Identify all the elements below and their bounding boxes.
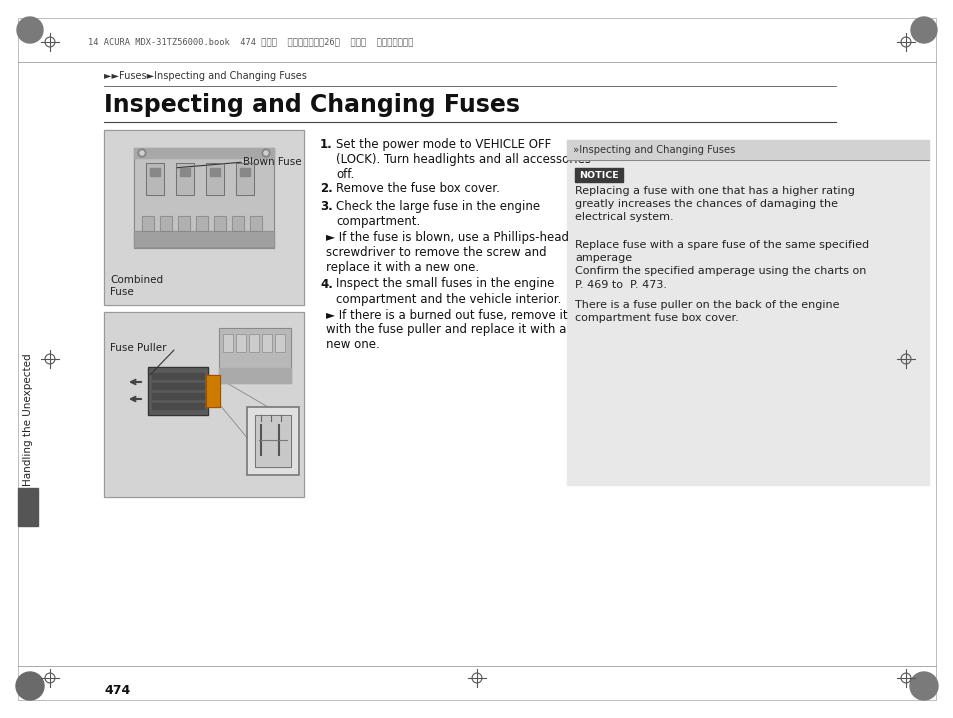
Text: Fuse Puller: Fuse Puller [110, 343, 167, 353]
Bar [175, 163, 193, 195]
Bar [219, 328, 291, 383]
Bar [566, 140, 928, 485]
Text: Set the power mode to VEHICLE OFF
(LOCK). Turn headlights and all accessories
of: Set the power mode to VEHICLE OFF (LOCK)… [335, 138, 590, 181]
Bar [150, 168, 160, 176]
Bar [180, 168, 190, 176]
Bar [133, 148, 274, 248]
Bar [566, 140, 928, 160]
Circle shape [140, 151, 144, 155]
Bar [146, 163, 164, 195]
Bar [104, 130, 304, 305]
Bar [247, 407, 298, 475]
Bar [206, 375, 220, 407]
Text: Remove the fuse box cover.: Remove the fuse box cover. [335, 182, 499, 195]
Bar [210, 168, 220, 176]
Bar [18, 488, 38, 526]
Bar [274, 334, 285, 352]
Text: ► If the fuse is blown, use a Phillips-head
screwdriver to remove the screw and
: ► If the fuse is blown, use a Phillips-h… [326, 231, 568, 274]
Text: Replacing a fuse with one that has a higher rating
greatly increases the chances: Replacing a fuse with one that has a hig… [575, 186, 854, 223]
Bar [142, 216, 153, 231]
Bar [232, 216, 244, 231]
Bar [206, 375, 220, 407]
Bar [262, 334, 272, 352]
Bar [104, 130, 304, 305]
Bar [133, 231, 274, 247]
Bar [133, 148, 274, 248]
Bar [152, 403, 204, 409]
Circle shape [262, 149, 270, 157]
Text: »Inspecting and Changing Fuses: »Inspecting and Changing Fuses [573, 145, 735, 155]
Bar [250, 216, 262, 231]
Bar [240, 168, 250, 176]
Bar [262, 334, 272, 352]
Text: 2.: 2. [319, 182, 333, 195]
Bar [146, 163, 164, 195]
Text: 14 ACURA MDX-31TZ56000.book  474 ページ  ２０１４年２月26日  水曜日  午後４晏５３分: 14 ACURA MDX-31TZ56000.book 474 ページ ２０１４… [88, 37, 413, 47]
Bar [133, 148, 274, 158]
Circle shape [16, 672, 44, 700]
Text: 3.: 3. [319, 200, 333, 213]
Bar [254, 415, 291, 467]
Bar [206, 163, 224, 195]
Text: Inspect the small fuses in the engine
compartment and the vehicle interior.: Inspect the small fuses in the engine co… [335, 277, 560, 305]
Bar [235, 334, 246, 352]
Text: ► If there is a burned out fuse, remove it
with the fuse puller and replace it w: ► If there is a burned out fuse, remove … [326, 309, 567, 352]
Text: 4.: 4. [319, 277, 333, 291]
Bar [232, 216, 244, 231]
Bar [160, 216, 172, 231]
Bar [152, 393, 204, 399]
Bar [104, 312, 304, 497]
Bar [223, 334, 233, 352]
Bar [274, 334, 285, 352]
Text: Replace fuse with a spare fuse of the same specified
amperage
Confirm the specif: Replace fuse with a spare fuse of the sa… [575, 240, 868, 289]
Bar [219, 368, 291, 383]
Circle shape [909, 672, 937, 700]
Text: Check the large fuse in the engine
compartment.: Check the large fuse in the engine compa… [335, 200, 539, 228]
Bar [160, 216, 172, 231]
Bar [235, 163, 253, 195]
Circle shape [17, 17, 43, 43]
Circle shape [910, 17, 936, 43]
Bar [133, 231, 274, 247]
Bar [247, 407, 298, 475]
Bar [223, 334, 233, 352]
Bar [250, 216, 262, 231]
Bar [213, 216, 226, 231]
Text: Blown Fuse: Blown Fuse [243, 157, 302, 167]
Bar [104, 312, 304, 497]
Bar [254, 415, 291, 467]
Text: 1.: 1. [319, 138, 333, 151]
Bar [195, 216, 208, 231]
Bar [178, 216, 190, 231]
Bar [249, 334, 258, 352]
Bar [213, 216, 226, 231]
Bar [152, 383, 204, 389]
Circle shape [138, 149, 146, 157]
Text: 474: 474 [104, 684, 131, 696]
Circle shape [264, 151, 268, 155]
Bar [235, 163, 253, 195]
Bar [152, 373, 204, 379]
Bar [575, 168, 622, 182]
Bar [178, 216, 190, 231]
Bar [206, 163, 224, 195]
Text: Combined
Fuse: Combined Fuse [110, 275, 163, 297]
Bar [235, 334, 246, 352]
Bar [142, 216, 153, 231]
Text: ►►Fuses►Inspecting and Changing Fuses: ►►Fuses►Inspecting and Changing Fuses [104, 71, 307, 81]
Bar [219, 328, 291, 383]
Bar [175, 163, 193, 195]
Bar [195, 216, 208, 231]
Bar [148, 367, 208, 415]
Bar [249, 334, 258, 352]
Text: NOTICE: NOTICE [578, 170, 618, 180]
Text: There is a fuse puller on the back of the engine
compartment fuse box cover.: There is a fuse puller on the back of th… [575, 300, 839, 323]
Text: Inspecting and Changing Fuses: Inspecting and Changing Fuses [104, 93, 519, 117]
Text: Handling the Unexpected: Handling the Unexpected [23, 354, 33, 486]
Bar [148, 367, 208, 415]
